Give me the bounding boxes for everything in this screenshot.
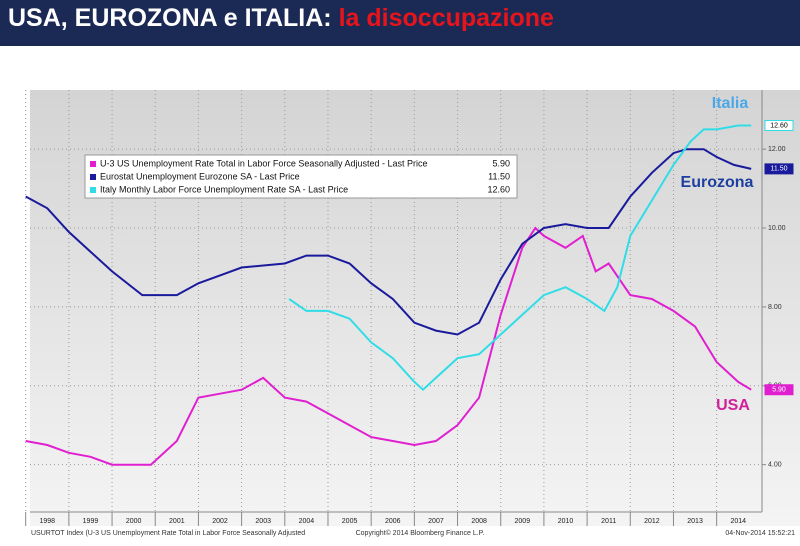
x-tick-label: 2001	[169, 518, 185, 525]
x-tick-label: 2013	[687, 518, 703, 525]
x-tick-label: 2005	[342, 518, 358, 525]
legend-box	[84, 154, 518, 199]
legend-price: 11.50	[488, 171, 510, 181]
header-bar	[0, 0, 800, 46]
title-main: USA, EUROZONA e ITALIA:	[8, 4, 332, 32]
x-tick-label: 2000	[126, 518, 142, 525]
x-tick-label: 2010	[558, 518, 574, 525]
series-annotation: USA	[716, 397, 750, 414]
x-tick-label: 2011	[601, 518, 616, 525]
series-line	[25, 226, 752, 466]
x-tick-label: 2007	[428, 518, 444, 525]
footer-text: 04-Nov-2014 15:52:21	[725, 530, 795, 537]
last-price-tag	[764, 119, 794, 131]
series-line	[288, 124, 752, 392]
slide-title: USA, EUROZONA e ITALIA: la disoccupazione	[8, 4, 554, 32]
last-price-tag	[764, 384, 794, 396]
x-tick-label: 2014	[730, 518, 746, 525]
legend-label: Eurostat Unemployment Eurozone SA - Last…	[100, 171, 300, 181]
title-highlight: la disoccupazione	[339, 4, 554, 32]
x-tick-label: 2009	[515, 518, 531, 525]
last-price-label: 5.90	[772, 387, 786, 394]
x-tick-label: 2012	[644, 518, 660, 525]
legend-label: U-3 US Unemployment Rate Total in Labor …	[100, 158, 428, 168]
x-tick-label: 2002	[212, 518, 228, 525]
series-annotation: Italia	[712, 95, 749, 112]
x-tick-label: 1998	[39, 518, 55, 525]
last-price-tag	[764, 163, 794, 175]
last-price-label: 12.60	[770, 122, 788, 129]
series-annotation: Eurozona	[681, 174, 754, 191]
legend-swatch	[90, 174, 96, 180]
legend-price: 5.90	[492, 158, 510, 168]
x-tick-label: 2004	[299, 518, 315, 525]
x-tick-label: 2008	[471, 518, 487, 525]
y-tick-label: 10.00	[768, 225, 786, 232]
last-price-label: 11.50	[771, 166, 788, 173]
legend-swatch	[90, 161, 96, 167]
x-tick-label: 1999	[83, 518, 99, 525]
y-tick-label: 8.00	[768, 304, 782, 311]
legend-label: Italy Monthly Labor Force Unemployment R…	[100, 184, 348, 194]
y-tick-label: 4.00	[768, 462, 782, 469]
footer-text: USURTOT Index (U-3 US Unemployment Rate …	[31, 530, 305, 537]
y-tick-label: 12.00	[768, 146, 786, 153]
x-tick-label: 2003	[255, 518, 271, 525]
legend-price: 12.60	[487, 184, 510, 194]
footer-text: Copyright© 2014 Bloomberg Finance L.P.	[356, 529, 485, 537]
legend-swatch	[90, 187, 96, 193]
x-tick-label: 2006	[385, 518, 401, 525]
series-line	[25, 148, 752, 336]
